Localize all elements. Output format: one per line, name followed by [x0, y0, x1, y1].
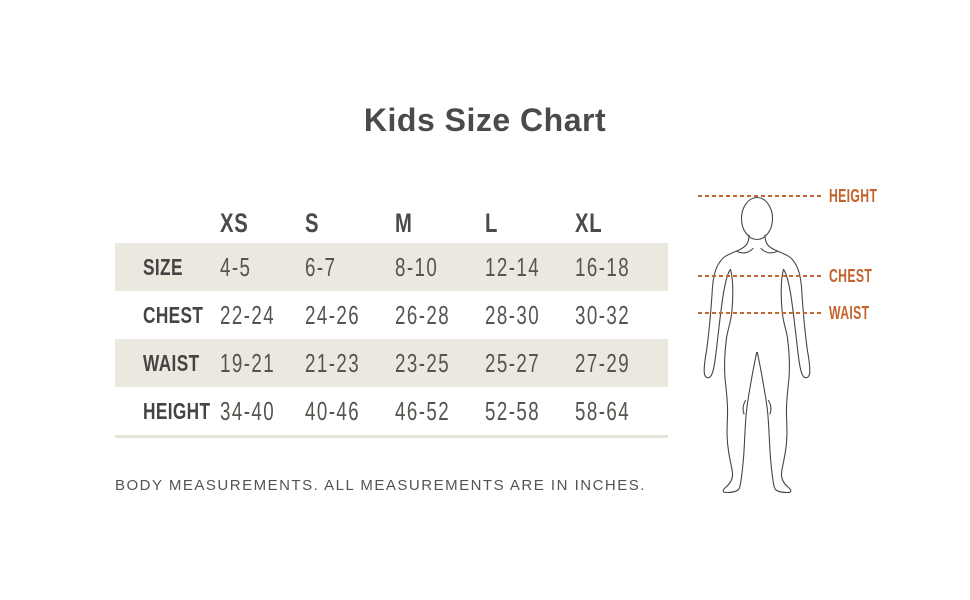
table-row-chest: CHEST 22-24 24-26 26-28 28-30 30-32: [115, 291, 668, 339]
cell-size-m: 8-10: [395, 251, 439, 282]
cell-size-xs: 4-5: [220, 251, 252, 282]
cell-size-xl: 16-18: [575, 251, 631, 282]
measurements-footnote: BODY MEASUREMENTS. ALL MEASUREMENTS ARE …: [115, 477, 646, 494]
col-header-xl: XL: [575, 208, 603, 238]
table-row-height: HEIGHT 34-40 40-46 46-52 52-58 58-64: [115, 387, 668, 435]
body-figure-illustration: [703, 196, 811, 494]
col-header-m: M: [395, 208, 413, 238]
figure-left-half: [703, 234, 758, 494]
cell-chest-xs: 22-24: [220, 299, 276, 330]
table-row-waist: WAIST 19-21 21-23 23-25 25-27 27-29: [115, 339, 668, 387]
figure-head: [740, 196, 774, 241]
size-table: XS S M L XL SIZE 4-5 6-7 8-10 12-14 16-1…: [115, 205, 668, 438]
figure-label-waist: WAIST: [829, 303, 870, 323]
cell-chest-s: 24-26: [305, 299, 361, 330]
figure-label-chest: CHEST: [829, 266, 873, 286]
col-header-xs: XS: [220, 208, 249, 238]
table-bottom-divider: [115, 435, 668, 438]
cell-size-s: 6-7: [305, 251, 337, 282]
cell-height-s: 40-46: [305, 395, 361, 426]
cell-waist-xl: 27-29: [575, 347, 631, 378]
col-header-s: S: [305, 208, 320, 238]
chest-guide-line: [698, 275, 822, 277]
table-header-row: XS S M L XL: [115, 205, 668, 243]
row-label-size: SIZE: [143, 253, 183, 280]
row-label-chest: CHEST: [143, 301, 204, 328]
page-title: Kids Size Chart: [363, 102, 607, 138]
cell-height-xs: 34-40: [220, 395, 276, 426]
figure-label-height: HEIGHT: [829, 186, 878, 206]
cell-height-l: 52-58: [485, 395, 541, 426]
cell-waist-xs: 19-21: [220, 347, 276, 378]
cell-waist-s: 21-23: [305, 347, 361, 378]
waist-guide-line: [698, 312, 822, 314]
cell-chest-xl: 30-32: [575, 299, 631, 330]
cell-chest-m: 26-28: [395, 299, 451, 330]
row-label-waist: WAIST: [143, 349, 200, 376]
cell-waist-l: 25-27: [485, 347, 541, 378]
cell-height-m: 46-52: [395, 395, 451, 426]
cell-size-l: 12-14: [485, 251, 541, 282]
cell-waist-m: 23-25: [395, 347, 451, 378]
row-label-height: HEIGHT: [143, 397, 211, 424]
table-row-size: SIZE 4-5 6-7 8-10 12-14 16-18: [115, 243, 668, 291]
height-guide-line: [698, 195, 822, 197]
cell-chest-l: 28-30: [485, 299, 541, 330]
col-header-l: L: [485, 208, 499, 238]
cell-height-xl: 58-64: [575, 395, 631, 426]
